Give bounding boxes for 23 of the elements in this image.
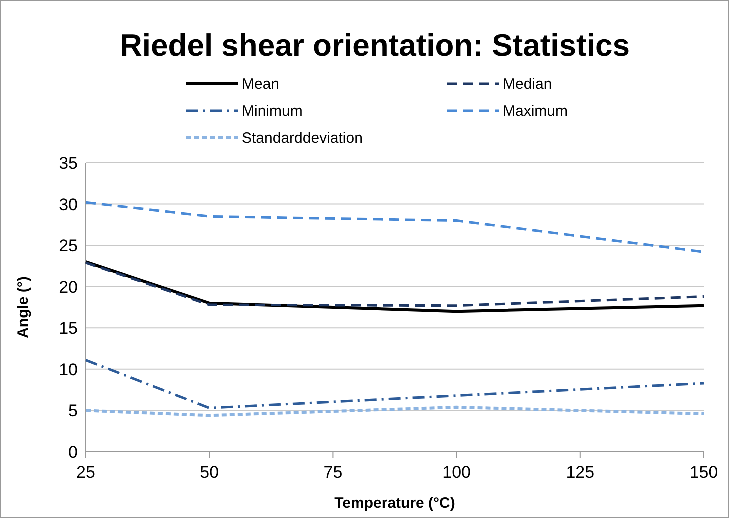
legend-label: Mean [242, 76, 280, 93]
legend-label: Median [503, 76, 552, 93]
y-axis-title: Angle (°) [15, 276, 32, 338]
y-tick-label: 15 [59, 319, 78, 338]
y-tick-label: 20 [59, 278, 78, 297]
y-tick-label: 30 [59, 195, 78, 214]
y-tick-label: 25 [59, 236, 78, 256]
line-series [84, 406, 706, 418]
y-tick-label: 0 [68, 443, 78, 462]
chart-title: Riedel shear orientation: Statistics [120, 28, 630, 63]
legend-label: Standarddeviation [242, 130, 363, 147]
x-tick-label: 125 [566, 463, 595, 482]
y-tick-label: 5 [68, 402, 78, 421]
x-tick-label: 100 [442, 463, 471, 482]
y-tick-label: 10 [59, 360, 78, 380]
y-tick-label: 35 [59, 154, 78, 173]
line-series [84, 359, 706, 410]
x-tick-label: 75 [324, 463, 343, 482]
x-axis-title: Temperature (°C) [334, 495, 456, 512]
x-tick-label: 150 [690, 463, 718, 482]
x-tick-label: 50 [200, 463, 220, 482]
legend-label: Minimum [242, 103, 303, 120]
legend-label: Maximum [503, 103, 568, 120]
